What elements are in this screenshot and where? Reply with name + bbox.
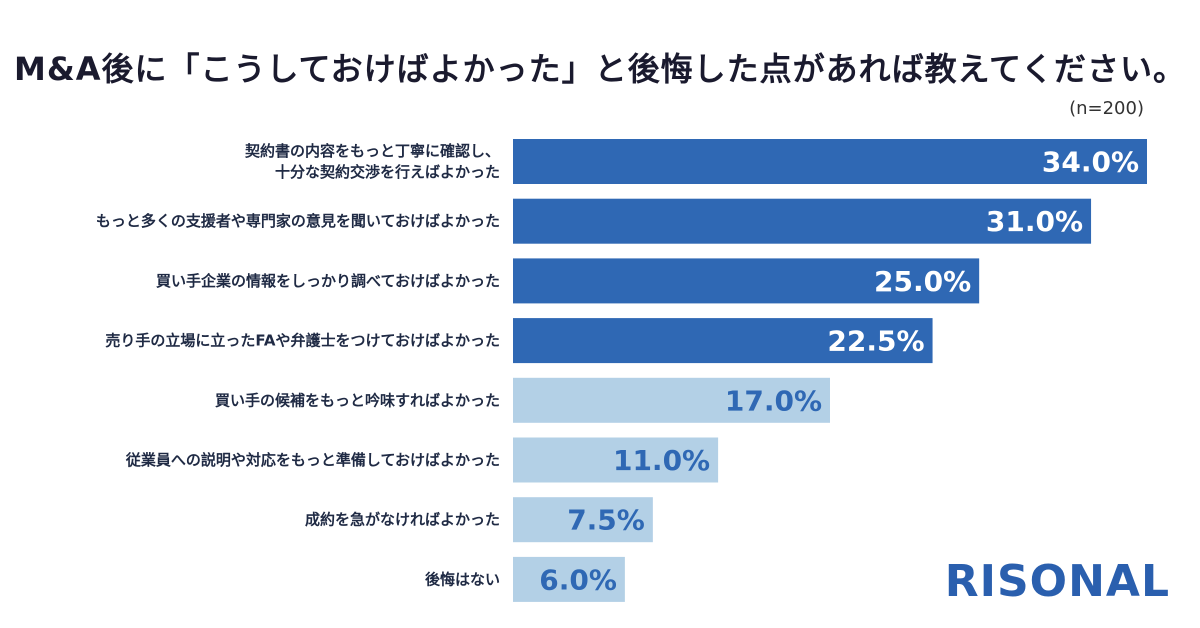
bar-3 [513,258,980,304]
category-label-2: もっと多くの支援者や専門家の意見を聞いておけばよかった [96,212,500,230]
category-label-1-line-2: 十分な契約交渉を行えばよかった [275,163,500,181]
value-label-4: 22.5% [827,325,924,358]
category-label-5: 買い手の候補をもっと吟味すればよかった [215,391,500,409]
category-label-7: 成約を急がなければよかった [305,511,500,529]
value-label-2: 31.0% [986,205,1083,238]
category-label-8: 後悔はない [424,570,500,588]
value-label-1: 34.0% [1042,146,1139,179]
value-label-8: 6.0% [539,563,617,596]
category-label-1-line-1: 契約書の内容をもっと丁寧に確認し、 [244,142,500,160]
bar-5 [513,377,830,423]
bar-7 [513,497,653,543]
bar-1 [513,139,1147,184]
sample-size-label: (n=200) [1069,98,1144,119]
bar-8 [513,556,625,602]
value-label-7: 7.5% [567,504,645,537]
value-label-3: 25.0% [874,265,971,298]
category-label-3: 買い手企業の情報をしっかり調べておけばよかった [156,272,500,290]
category-label-4: 売り手の立場に立ったFAや弁護士をつけておけばよかった [105,332,500,350]
category-label-6: 従業員への説明や対応をもっと準備しておけばよかった [125,451,500,469]
bar-4 [513,318,933,364]
value-label-6: 11.0% [613,444,710,477]
bar-6 [513,437,719,483]
bar-2 [513,198,1092,244]
value-label-5: 17.0% [725,384,822,417]
chart-title: M&A後に「こうしておけばよかった」と後悔した点があれば教えてください。 [13,50,1187,88]
brand-logo: RISONAL [944,556,1170,607]
